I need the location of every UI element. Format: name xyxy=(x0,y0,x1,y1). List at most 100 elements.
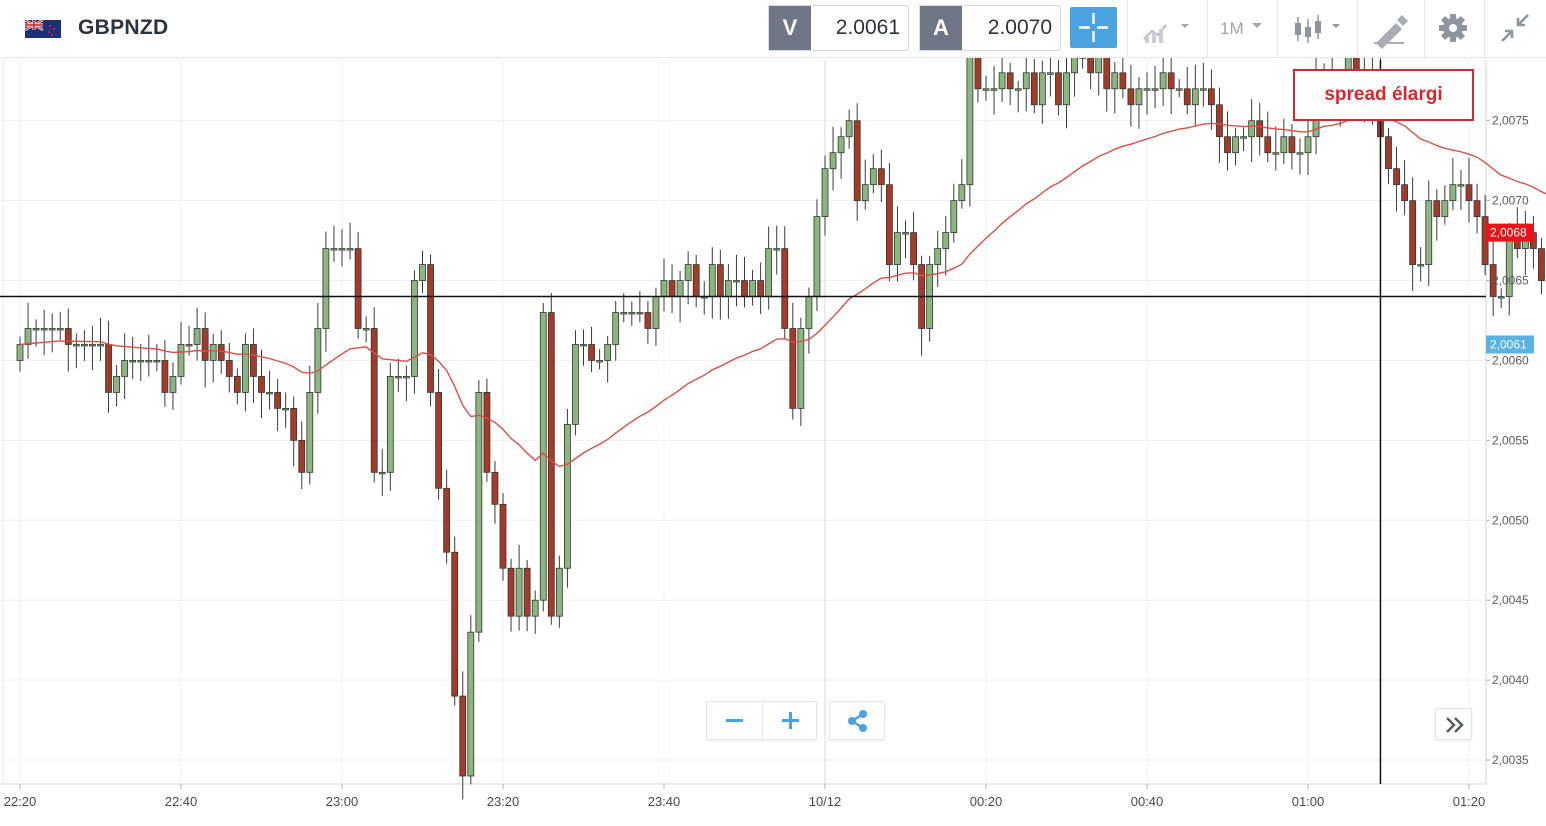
toolbar-separator xyxy=(1207,0,1208,58)
plot-background xyxy=(0,60,1486,784)
bullish-candle xyxy=(1151,88,1159,91)
bullish-candle xyxy=(1441,200,1449,218)
candlestick-chart[interactable]: 2,0075 2,0070 2,0065 2,0060 2,0055 2,0050 2,00… xyxy=(0,58,1546,826)
bullish-candle xyxy=(934,248,942,265)
crosshair-button[interactable] xyxy=(1070,7,1117,48)
bullish-candle xyxy=(942,232,950,249)
bullish-candle xyxy=(733,280,740,283)
bullish-candle xyxy=(797,328,805,409)
bearish-candle xyxy=(588,344,595,361)
toolbar-separator xyxy=(1127,0,1128,58)
bullish-candle xyxy=(531,599,539,617)
sell-price-box[interactable]: V 2.0061 xyxy=(768,5,909,51)
bullish-candle xyxy=(998,72,1006,90)
bullish-candle xyxy=(1063,72,1070,106)
bullish-candle xyxy=(16,344,24,361)
bearish-candle xyxy=(974,58,982,90)
gb-nz-flag-icon xyxy=(25,20,61,38)
bullish-candle xyxy=(982,88,990,91)
bullish-candle xyxy=(628,312,636,315)
settings-button[interactable] xyxy=(1430,5,1476,51)
bullish-candle xyxy=(950,200,958,234)
bearish-candle xyxy=(1183,88,1191,106)
bullish-candle xyxy=(620,312,628,315)
bullish-candle xyxy=(676,280,684,297)
bullish-candle xyxy=(837,136,845,154)
bullish-candle xyxy=(137,360,145,363)
bullish-candle xyxy=(394,376,402,379)
bearish-candle xyxy=(1401,184,1408,202)
time-tick-label: 00:40 xyxy=(1131,794,1164,809)
ma-value-badge xyxy=(1486,223,1534,242)
price-tick-label: 2,0060 xyxy=(1492,353,1529,367)
bullish-candle xyxy=(612,312,620,345)
bearish-candle xyxy=(298,439,306,473)
bullish-candle xyxy=(1071,58,1078,74)
share-button[interactable] xyxy=(829,701,885,740)
bullish-candle xyxy=(1111,72,1119,90)
bullish-candle xyxy=(1280,136,1288,154)
bullish-candle xyxy=(1457,184,1465,187)
bullish-candle xyxy=(652,296,660,329)
instrument-symbol: GBPNZD xyxy=(78,16,169,39)
bearish-candle xyxy=(1119,72,1127,90)
bearish-candle xyxy=(354,248,362,329)
bearish-candle xyxy=(233,376,241,393)
buy-price-box[interactable]: A 2.0070 xyxy=(919,5,1061,51)
bullish-candle xyxy=(1296,152,1304,155)
bearish-candle xyxy=(1208,88,1215,106)
drawing-tools-icon xyxy=(1374,15,1408,49)
zoom-out-button[interactable] xyxy=(707,702,762,739)
bearish-candle xyxy=(1224,136,1231,154)
drawing-tools-button[interactable] xyxy=(1366,5,1416,51)
bullish-candle xyxy=(1143,88,1151,91)
chart-type-button[interactable] xyxy=(1138,5,1198,51)
bullish-candle xyxy=(966,58,974,186)
bullish-candle xyxy=(1159,72,1167,90)
bearish-candle xyxy=(290,408,298,441)
ma-value-badge-label: 2,0068 xyxy=(1490,226,1527,240)
bullish-candle xyxy=(708,264,716,297)
bearish-candle xyxy=(499,503,507,569)
bullish-candle xyxy=(209,344,217,361)
bullish-candle xyxy=(765,248,773,297)
zoom-in-button[interactable] xyxy=(763,702,818,739)
bullish-candle xyxy=(266,392,273,395)
bullish-candle xyxy=(145,360,153,363)
bullish-candle xyxy=(1449,184,1457,202)
timeframe-selector[interactable]: 1M xyxy=(1212,5,1272,51)
price-chart-area[interactable]: 2,0075 2,0070 2,0065 2,0060 2,0055 2,0050 2,00… xyxy=(0,58,1546,826)
bearish-candle xyxy=(1385,136,1392,170)
time-tick-label: 10/12 xyxy=(809,794,842,809)
bearish-candle xyxy=(757,280,764,297)
bearish-candle xyxy=(64,328,72,345)
bullish-candle xyxy=(378,471,386,475)
time-tick-label: 22:20 xyxy=(4,794,37,809)
bearish-candle xyxy=(225,360,233,377)
bullish-candle xyxy=(1038,72,1046,106)
collapse-button[interactable] xyxy=(1492,5,1538,51)
toolbar-separator xyxy=(1484,0,1485,58)
bearish-candle xyxy=(250,344,257,377)
bearish-candle xyxy=(877,168,885,186)
bullish-candle xyxy=(1417,264,1425,267)
bullish-candle xyxy=(555,567,563,617)
bearish-candle xyxy=(491,471,499,505)
bullish-candle xyxy=(362,328,370,331)
bullish-candle xyxy=(990,88,998,91)
time-tick-label: 01:00 xyxy=(1292,794,1325,809)
scroll-to-latest-button[interactable] xyxy=(1435,708,1472,740)
bullish-candle xyxy=(177,344,185,377)
bullish-candle xyxy=(129,360,137,363)
bullish-candle xyxy=(869,168,877,186)
crosshair-icon xyxy=(1079,13,1108,42)
time-axis: 22:20 22:40 23:00 23:20 23:40 10/12 00:20 00:40… xyxy=(4,784,1485,809)
candle-style-button[interactable] xyxy=(1288,5,1348,51)
bullish-candle xyxy=(829,152,837,170)
bullish-candle xyxy=(322,248,330,329)
share-icon xyxy=(848,710,867,732)
plus-icon xyxy=(782,712,799,729)
bullish-candle xyxy=(89,344,96,347)
bearish-candle xyxy=(668,280,676,297)
bearish-candle xyxy=(741,280,748,297)
